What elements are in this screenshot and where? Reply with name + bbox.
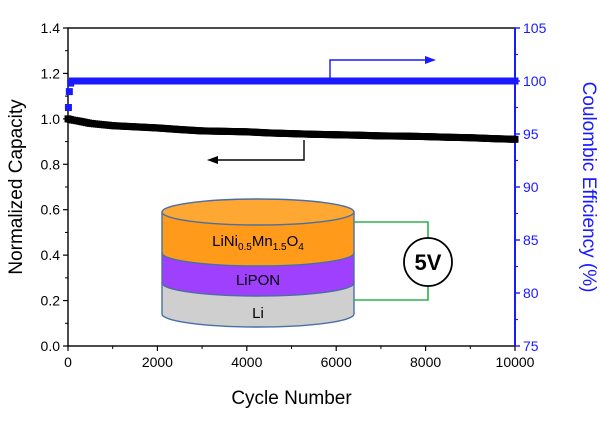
right-tick-label: 100 bbox=[523, 73, 547, 89]
left-tick-label: 0.2 bbox=[41, 293, 61, 309]
right-axis-arrow-head bbox=[425, 56, 436, 64]
left-tick-label: 0.0 bbox=[41, 338, 61, 354]
right-tick-label: 85 bbox=[523, 232, 539, 248]
left-tick-label: 0.4 bbox=[41, 247, 61, 263]
left-axis-arrow-head bbox=[207, 156, 218, 164]
right-axis-ticks: 75 80 85 90 95 100 105 bbox=[515, 20, 547, 354]
left-axis-ticks: 0.0 0.2 0.4 0.6 0.8 1.0 1.2 1.4 bbox=[41, 20, 68, 354]
efficiency-series bbox=[64, 77, 519, 111]
left-tick-label: 1.4 bbox=[41, 20, 61, 36]
voltage-circle bbox=[403, 237, 453, 287]
x-tick-label: 10000 bbox=[496, 354, 535, 370]
x-axis-ticks: 0 2000 4000 6000 8000 10000 bbox=[64, 346, 535, 370]
x-tick-label: 2000 bbox=[142, 354, 173, 370]
battery-inset: LiNi0.5Mn1.5O4 LiPON Li 5V bbox=[161, 198, 453, 328]
left-tick-label: 0.8 bbox=[41, 156, 61, 172]
left-axis-arrow bbox=[207, 140, 305, 164]
left-axis-label: Normalized Capacity bbox=[6, 99, 27, 275]
x-tick-label: 8000 bbox=[410, 354, 441, 370]
right-tick-label: 95 bbox=[523, 126, 539, 142]
bottom-wire bbox=[354, 285, 429, 301]
left-tick-label: 1.2 bbox=[41, 65, 61, 81]
voltage-label: 5V bbox=[415, 250, 442, 275]
capacity-series bbox=[64, 115, 519, 143]
right-axis-arrow bbox=[329, 56, 436, 78]
li-label: Li bbox=[252, 305, 264, 322]
x-tick-label: 0 bbox=[64, 354, 72, 370]
right-axis-label: Coulombic Efficiency (%) bbox=[578, 82, 599, 293]
x-tick-label: 4000 bbox=[231, 354, 262, 370]
right-tick-label: 80 bbox=[523, 285, 539, 301]
right-axis-arrow-line bbox=[329, 59, 425, 78]
lipon-label: LiPON bbox=[236, 272, 280, 289]
lnmo-layer bbox=[161, 211, 355, 267]
lnmo-label: LiNi0.5Mn1.5O4 bbox=[212, 233, 304, 253]
left-axis-arrow-line bbox=[218, 140, 305, 161]
top-face bbox=[161, 198, 355, 226]
x-axis-label: Cycle Number bbox=[231, 388, 352, 409]
capacity-point bbox=[511, 135, 519, 143]
efficiency-point bbox=[65, 88, 73, 96]
efficiency-point bbox=[511, 77, 519, 85]
right-tick-label: 105 bbox=[523, 20, 547, 36]
right-tick-label: 75 bbox=[523, 338, 539, 354]
right-tick-label: 90 bbox=[523, 179, 539, 195]
x-tick-label: 6000 bbox=[321, 354, 352, 370]
top-wire bbox=[354, 221, 429, 238]
left-tick-label: 0.6 bbox=[41, 202, 61, 218]
efficiency-point bbox=[64, 104, 72, 111]
left-tick-label: 1.0 bbox=[41, 111, 61, 127]
